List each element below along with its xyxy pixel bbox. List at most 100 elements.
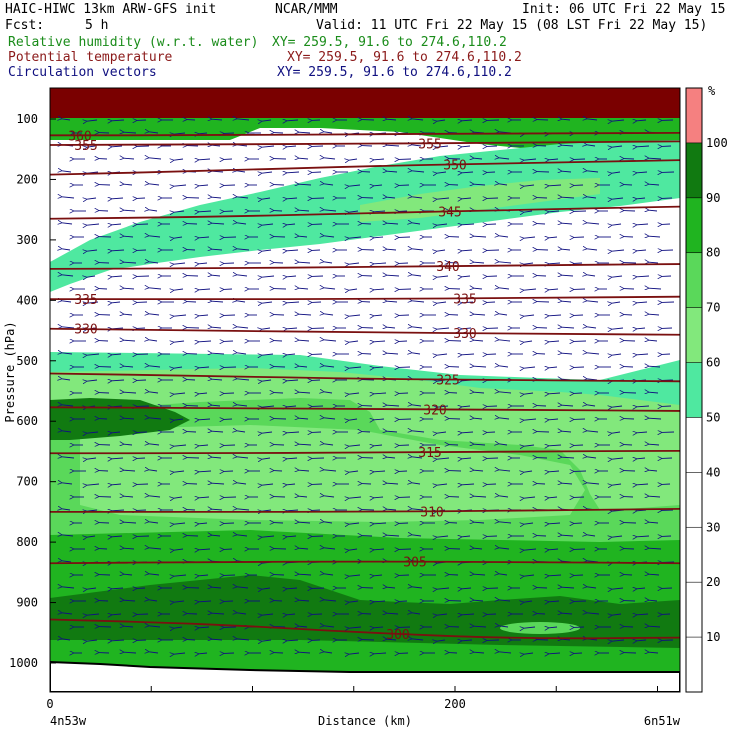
vector-arrow: [212, 249, 223, 250]
vector-arrow: [324, 496, 335, 497]
vector-arrow: [387, 613, 399, 614]
x-axis: 0 200: [46, 686, 658, 711]
vector-arrow: [287, 536, 297, 537]
vector-arrow: [299, 158, 309, 159]
vector-arrow: [262, 302, 273, 303]
vector-arrow: [174, 237, 183, 238]
vector-arrow: [374, 471, 386, 472]
vector-arrow: [62, 301, 72, 302]
colorbar-tick-label-90: 90: [706, 191, 720, 205]
vector-arrow: [287, 640, 299, 641]
vector-arrow: [649, 600, 658, 601]
vector-arrow: [324, 418, 336, 419]
vector-arrow: [374, 341, 386, 342]
vector-arrow: [562, 535, 574, 536]
vector-arrow: [112, 276, 123, 277]
vector-arrow: [549, 627, 558, 628]
theta-contour-350: [50, 159, 680, 176]
vector-arrow: [474, 548, 483, 549]
vector-arrow: [374, 523, 387, 524]
vector-arrow: [199, 289, 211, 290]
vector-arrow: [474, 158, 483, 159]
colorbar-bin-90: [686, 142, 702, 198]
vector-arrow: [587, 197, 597, 198]
vector-arrow: [649, 522, 659, 523]
vector-arrow: [374, 653, 387, 654]
vector-arrow: [174, 341, 185, 342]
vector-arrow: [87, 198, 97, 199]
vector-arrow: [237, 301, 246, 302]
vector-arrow: [374, 159, 385, 160]
vector-arrow: [62, 275, 74, 276]
theta-contours: 3603553503453403353303253203153103053003…: [50, 129, 680, 643]
vector-arrow: [587, 171, 599, 172]
vector-arrow: [287, 354, 296, 355]
field-xy-rh: XY= 259.5, 91.6 to 274.6,110.2: [272, 35, 507, 50]
vector-arrow: [387, 197, 396, 198]
vector-arrow: [612, 406, 623, 407]
vector-arrow: [499, 548, 510, 549]
vector-arrow: [474, 652, 485, 653]
y-tick-label-400: 400: [16, 293, 38, 307]
colorbar-bin-50: [686, 362, 702, 418]
vector-arrow: [412, 535, 422, 536]
vector-arrow: [549, 523, 561, 524]
x-end-label-right: 6n51w: [644, 714, 681, 728]
vector-arrow: [262, 640, 272, 641]
vector-arrow: [474, 418, 483, 419]
vector-arrow: [524, 185, 535, 186]
vector-arrow: [562, 145, 574, 146]
vector-arrow: [212, 119, 223, 120]
init-time: Init: 06 UTC Fri 22 May 15: [522, 2, 726, 17]
vector-arrow: [549, 393, 561, 394]
vector-arrow: [637, 432, 648, 433]
vector-arrow: [549, 237, 558, 238]
field-xy-vectors: XY= 259.5, 91.6 to 274.6,110.2: [277, 65, 512, 80]
vector-arrow: [212, 145, 221, 146]
vector-arrow: [149, 574, 160, 575]
vector-arrow: [212, 405, 221, 406]
vector-arrow: [612, 458, 624, 459]
vector-arrow: [437, 146, 449, 147]
vector-arrow: [199, 471, 212, 472]
vector-arrow: [562, 483, 573, 484]
vector-arrow: [299, 392, 311, 393]
vector-arrow: [287, 276, 297, 277]
vector-arrow: [499, 470, 511, 471]
vector-arrow: [199, 159, 211, 160]
vector-arrow: [149, 158, 162, 159]
vector-arrow: [324, 574, 334, 575]
vector-arrow: [149, 340, 158, 341]
vector-arrow: [587, 223, 600, 224]
vector-arrow: [112, 510, 125, 511]
vector-arrow: [474, 288, 483, 289]
vector-arrow: [524, 601, 533, 602]
vector-arrow: [437, 354, 448, 355]
vector-arrow: [124, 496, 134, 497]
vector-arrow: [87, 432, 99, 433]
vector-arrow: [649, 392, 659, 393]
colorbar-tick-label-70: 70: [706, 301, 720, 315]
vector-arrow: [587, 301, 599, 302]
plot-frame: [49, 87, 681, 693]
vector-arrow: [549, 341, 560, 342]
vector-arrow: [349, 263, 360, 264]
vector-arrow: [149, 210, 158, 211]
vector-arrow: [124, 574, 133, 575]
vector-arrow: [149, 548, 162, 549]
vector-arrow: [62, 535, 74, 536]
vector-arrow: [374, 497, 384, 498]
vector-arrow: [637, 302, 648, 303]
vector-arrow: [649, 626, 661, 627]
vector-arrow: [199, 549, 211, 550]
vector-arrow: [387, 457, 396, 458]
colorbar-bin-100: [686, 88, 702, 143]
vector-arrow: [562, 171, 572, 172]
vector-arrow: [612, 146, 623, 147]
colorbar-outline: [685, 87, 703, 693]
vector-arrow: [587, 327, 597, 328]
vector-arrow: [324, 366, 335, 367]
vector-arrow: [499, 236, 509, 237]
vector-arrow: [237, 509, 250, 510]
